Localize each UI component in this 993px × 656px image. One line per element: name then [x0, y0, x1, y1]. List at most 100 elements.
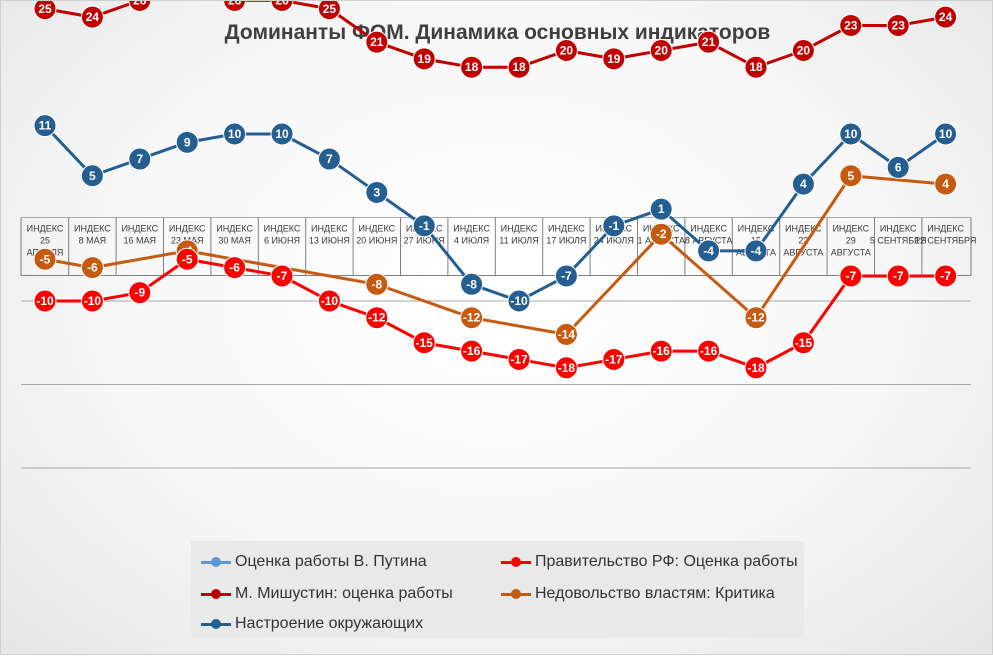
data-label: 9 [184, 135, 191, 149]
x-tick-label: ИНДЕКС [27, 224, 64, 234]
x-tick-label: ИНДЕКС [832, 224, 869, 234]
x-tick-label: ИНДЕКС [358, 224, 395, 234]
data-label: 23 [844, 18, 858, 32]
data-point [791, 39, 815, 62]
data-point [649, 197, 673, 221]
data-label: -16 [700, 344, 718, 358]
x-tick-label: 17 ИЮЛЯ [546, 236, 586, 246]
data-point [886, 13, 910, 37]
data-label: 23 [892, 18, 906, 32]
chart-title: Доминанты ФОМ. Динамика основных индикат… [224, 21, 771, 44]
data-point [460, 272, 484, 296]
data-label: 7 [136, 152, 143, 166]
data-label: 21 [370, 35, 384, 49]
x-tick-label: ИНДЕКС [311, 224, 348, 234]
data-point [317, 1, 341, 21]
data-label: 26 [228, 1, 242, 7]
data-point [33, 289, 57, 313]
x-tick-label: 22 [798, 236, 808, 246]
data-label: -5 [182, 252, 193, 266]
data-point [507, 289, 531, 313]
data-label: -12 [747, 311, 765, 325]
series-line [44, 174, 946, 336]
data-point [33, 1, 57, 21]
legend-swatch [201, 588, 231, 600]
legend-swatch [501, 588, 531, 600]
data-label: 7 [326, 152, 333, 166]
data-label: -15 [795, 336, 813, 350]
legend: Оценка работы В. Путина Правительство РФ:… [191, 541, 804, 638]
data-point [412, 331, 436, 355]
data-label: 19 [607, 52, 621, 66]
x-tick-label: 8 МАЯ [79, 236, 107, 246]
data-point [80, 289, 104, 313]
x-tick-label: 20 ИЮНЯ [356, 236, 397, 246]
data-point [697, 339, 721, 363]
data-label: -5 [40, 252, 51, 266]
x-tick-label: 27 ИЮНЯ [404, 236, 445, 246]
data-label: 6 [895, 160, 902, 174]
data-point [602, 347, 626, 371]
data-label: 25 [38, 2, 52, 16]
data-point [934, 172, 958, 196]
data-point [934, 122, 958, 146]
data-label: -9 [134, 286, 145, 300]
data-point [223, 1, 247, 12]
data-label: -7 [845, 269, 856, 283]
data-point [365, 272, 389, 296]
data-point [412, 214, 436, 238]
data-point [649, 339, 673, 363]
x-tick-label: ИНДЕКС [74, 224, 111, 234]
data-label: 26 [133, 1, 147, 7]
data-label: -8 [371, 277, 382, 291]
data-label: 26 [275, 1, 289, 7]
data-point [934, 264, 958, 288]
x-tick-label: ИНДЕКС [121, 224, 158, 234]
data-label: 10 [939, 127, 953, 141]
data-label: 19 [418, 52, 432, 66]
data-label: -7 [940, 269, 951, 283]
data-point [33, 247, 57, 271]
x-tick-label: 25 [40, 236, 50, 246]
data-label: 10 [228, 127, 242, 141]
x-tick-label: ИНДЕКС [501, 224, 538, 234]
data-label: -6 [229, 261, 240, 275]
data-label: 3 [373, 185, 380, 199]
data-label: 1 [658, 202, 665, 216]
data-point [128, 147, 152, 171]
x-tick-label: 5 СЕНТЯБРЯ [870, 236, 927, 246]
x-tick-label: 13 ИЮНЯ [309, 236, 350, 246]
data-point [270, 1, 294, 12]
data-point [33, 114, 57, 138]
data-label: -2 [656, 227, 667, 241]
data-label: -10 [36, 294, 54, 308]
x-tick-label: ИНДЕКС [880, 224, 917, 234]
data-point [697, 239, 721, 263]
data-label: 11 [39, 119, 52, 133]
x-tick-label: ИНДЕКС [738, 224, 775, 234]
legend-swatch [201, 556, 231, 568]
data-label: -10 [510, 294, 528, 308]
data-point [744, 55, 768, 79]
data-point [791, 331, 815, 355]
data-label: 24 [86, 10, 100, 24]
data-point [554, 264, 578, 288]
data-point [649, 39, 673, 62]
data-point [507, 55, 531, 79]
data-point [365, 180, 389, 204]
data-label: -16 [653, 344, 671, 358]
data-label: -7 [561, 269, 572, 283]
data-point [934, 5, 958, 29]
legend-label: Недовольство властям: Критика [535, 585, 775, 602]
data-label: 18 [465, 60, 479, 74]
data-label: -14 [558, 327, 576, 341]
x-tick-label: ИНДЕКС [927, 224, 964, 234]
data-label: -4 [703, 244, 714, 258]
data-point [270, 264, 294, 288]
data-label: -7 [277, 269, 288, 283]
x-tick-label: 16 МАЯ [124, 236, 157, 246]
data-point [744, 239, 768, 263]
data-point [697, 30, 721, 54]
